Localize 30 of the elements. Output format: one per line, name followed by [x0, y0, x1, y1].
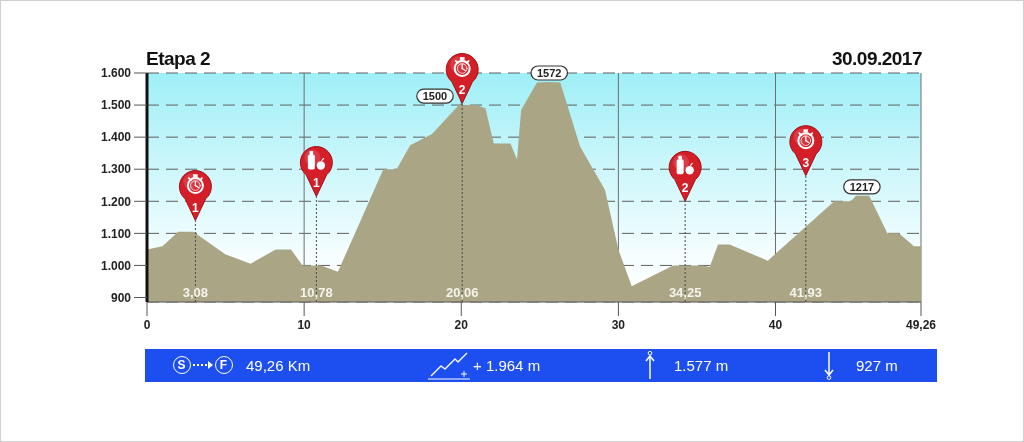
annotation: 3: [802, 155, 810, 170]
y-tick-label: 1.000: [100, 258, 132, 273]
y-tick-label: 900: [110, 290, 132, 305]
ref-line-label: 10,78: [300, 285, 333, 300]
ref-line-label: 20,06: [445, 285, 479, 300]
data-label: 1500: [422, 90, 448, 103]
x-tick-label: 0: [143, 317, 151, 332]
annotation: 1: [192, 200, 200, 215]
data-label: 1572: [537, 66, 562, 79]
ref-line-label: 3,08: [182, 285, 209, 300]
y-tick-label: 1.600: [100, 66, 132, 81]
chart-title: Etapa 2: [146, 48, 211, 69]
y-tick-label: 1.200: [100, 194, 132, 209]
y-tick-label: 1.400: [100, 130, 132, 145]
annotation: 2: [458, 83, 466, 98]
annotation: 2: [681, 181, 689, 196]
y-tick-label: 1.300: [100, 162, 132, 177]
y-tick-label: 1.100: [100, 226, 132, 241]
y-tick-label: 1.500: [100, 98, 132, 113]
x-tick-label: 20: [454, 317, 469, 332]
x-tick-label: 40: [768, 317, 783, 332]
data-label: 1217: [849, 180, 875, 193]
chart-subtitle: 30.09.2017: [831, 48, 922, 69]
x-tick-label: 30: [611, 317, 626, 332]
ref-line-label: 41,93: [789, 285, 823, 300]
annotation: 1: [313, 176, 321, 191]
x-tick-label: 49,26: [905, 317, 937, 332]
x-tick-label: 10: [297, 317, 312, 332]
info-bar: S F 49,26 Km + 1.964 m 1.577 m 927 m: [145, 349, 937, 382]
ref-line-label: 34,25: [668, 285, 702, 300]
